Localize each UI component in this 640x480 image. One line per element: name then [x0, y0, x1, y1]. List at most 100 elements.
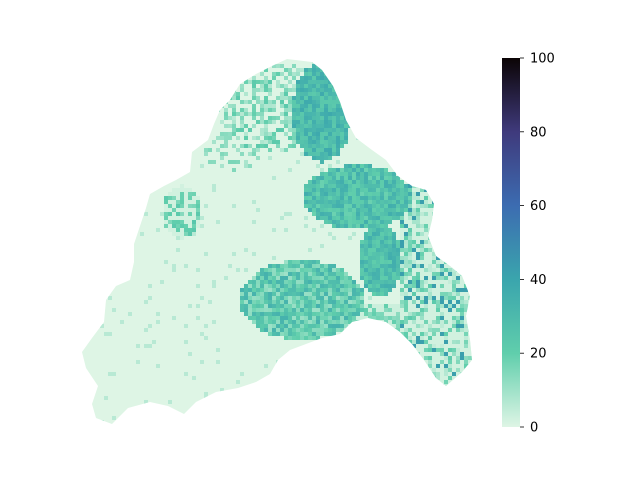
raster-cell: [404, 220, 408, 224]
raster-cell: [308, 280, 312, 284]
raster-cell: [460, 324, 464, 328]
raster-cell: [260, 308, 264, 312]
raster-cell: [292, 108, 296, 112]
raster-cell: [288, 288, 292, 292]
raster-cell: [452, 364, 456, 368]
raster-cell: [324, 136, 328, 140]
raster-cell: [312, 308, 316, 312]
raster-cell: [452, 256, 456, 260]
raster-cell: [452, 352, 456, 356]
raster-cell: [372, 212, 376, 216]
raster-cell: [184, 228, 188, 232]
raster-cell: [452, 376, 456, 380]
raster-cell: [180, 184, 184, 188]
raster-cell: [432, 388, 436, 392]
raster-cell: [308, 104, 312, 108]
raster-cell: [272, 100, 276, 104]
raster-cell: [456, 324, 460, 328]
raster-cell: [384, 192, 388, 196]
raster-cell: [424, 296, 428, 300]
raster-cell: [408, 268, 412, 272]
raster-cell: [272, 176, 276, 180]
raster-cell: [444, 224, 448, 228]
raster-cell: [292, 284, 296, 288]
raster-cell: [404, 228, 408, 232]
raster-cell: [432, 404, 436, 408]
raster-cell: [420, 348, 424, 352]
raster-cell: [368, 328, 372, 332]
raster-cell: [464, 264, 468, 268]
raster-cell: [400, 228, 404, 232]
raster-cell: [400, 268, 404, 272]
raster-cell: [412, 392, 416, 396]
raster-cell: [444, 220, 448, 224]
raster-cell: [304, 92, 308, 96]
raster-cell: [308, 128, 312, 132]
raster-cell: [84, 112, 88, 116]
raster-cell: [296, 136, 300, 140]
raster-cell: [472, 404, 476, 408]
raster-cell: [436, 308, 440, 312]
raster-cell: [360, 192, 364, 196]
raster-cell: [408, 260, 412, 264]
raster-cell: [324, 80, 328, 84]
raster-cell: [348, 344, 352, 348]
raster-cell: [436, 292, 440, 296]
raster-cell: [428, 236, 432, 240]
raster-cell: [424, 284, 428, 288]
raster-cell: [464, 376, 468, 380]
raster-cell: [324, 288, 328, 292]
raster-cell: [208, 124, 212, 128]
raster-cell: [380, 264, 384, 268]
raster-cell: [380, 308, 384, 312]
raster-cell: [344, 220, 348, 224]
raster-cell: [420, 220, 424, 224]
raster-cell: [416, 248, 420, 252]
raster-cell: [364, 164, 368, 168]
raster-cell: [400, 204, 404, 208]
raster-cell: [396, 168, 400, 172]
raster-cell: [252, 284, 256, 288]
raster-cell: [452, 232, 456, 236]
raster-cell: [432, 376, 436, 380]
raster-cell: [400, 384, 404, 388]
raster-cell: [228, 160, 232, 164]
raster-cell: [348, 308, 352, 312]
raster-cell: [304, 184, 308, 188]
raster-cell: [236, 72, 240, 76]
raster-cell: [308, 136, 312, 140]
raster-cell: [464, 348, 468, 352]
raster-cell: [452, 296, 456, 300]
raster-cell: [404, 328, 408, 332]
raster-cell: [472, 240, 476, 244]
raster-cell: [460, 288, 464, 292]
raster-cell: [368, 280, 372, 284]
raster-cell: [436, 288, 440, 292]
raster-cell: [312, 336, 316, 340]
raster-cell: [320, 124, 324, 128]
raster-cell: [416, 412, 420, 416]
raster-cell: [384, 332, 388, 336]
raster-cell: [300, 276, 304, 280]
raster-cell: [340, 112, 344, 116]
raster-cell: [436, 216, 440, 220]
raster-cell: [452, 424, 456, 428]
raster-cell: [304, 116, 308, 120]
raster-cell: [332, 76, 336, 80]
raster-cell: [428, 204, 432, 208]
raster-cell: [320, 148, 324, 152]
raster-cell: [360, 104, 364, 108]
raster-cell: [264, 304, 268, 308]
raster-cell: [244, 268, 248, 272]
raster-cell: [356, 172, 360, 176]
raster-cell: [460, 328, 464, 332]
raster-cell: [428, 244, 432, 248]
raster-cell: [360, 288, 364, 292]
raster-cell: [296, 88, 300, 92]
raster-cell: [324, 272, 328, 276]
raster-cell: [82, 244, 84, 248]
raster-cell: [400, 256, 404, 260]
raster-cell: [356, 332, 360, 336]
raster-cell: [332, 132, 336, 136]
raster-cell: [392, 240, 396, 244]
